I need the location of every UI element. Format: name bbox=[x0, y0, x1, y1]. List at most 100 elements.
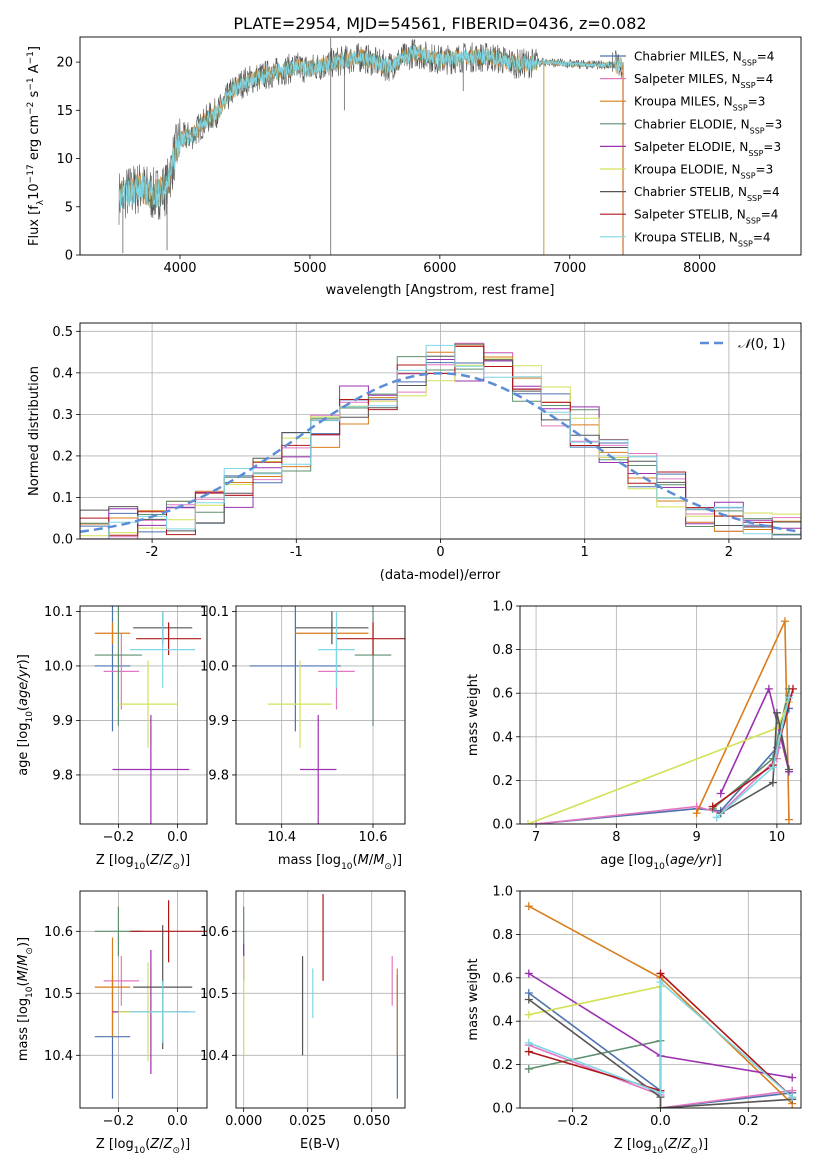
x-tick-label: 9 bbox=[692, 830, 700, 845]
series-marker bbox=[788, 1093, 797, 1102]
spectrum-model-kroupa-stelib bbox=[118, 44, 623, 209]
y-tick-label: 10.4 bbox=[200, 1049, 229, 1064]
legend-label: Chabrier ELODIE, NSSP=3 bbox=[634, 117, 782, 135]
series-marker bbox=[784, 815, 793, 824]
age-vs-Z-plot-area bbox=[94, 606, 202, 824]
series-line bbox=[528, 998, 793, 1108]
legend-label: Chabrier MILES, NSSP=4 bbox=[634, 50, 774, 68]
x-tick-label: 2 bbox=[725, 545, 733, 560]
y-tick-label: 10.5 bbox=[200, 987, 229, 1002]
series-marker bbox=[656, 969, 665, 978]
series-kroupa-stelib bbox=[524, 978, 797, 1102]
spectrum-legend: Chabrier MILES, NSSP=4 Salpeter MILES, NS… bbox=[600, 50, 782, 248]
series-marker bbox=[788, 684, 797, 693]
x-tick-label: 5000 bbox=[293, 261, 326, 276]
y-tick-label: 0.5 bbox=[52, 325, 73, 340]
series-marker bbox=[524, 1010, 533, 1019]
age-vs-mass-frame bbox=[235, 605, 406, 825]
x-tick-label: −0.2 bbox=[103, 1114, 135, 1129]
x-tick-label: 10.6 bbox=[359, 830, 388, 845]
series-marker bbox=[768, 778, 777, 787]
series-marker bbox=[524, 1038, 533, 1047]
series-marker bbox=[656, 1104, 665, 1108]
x-tick-label: 0.2 bbox=[738, 1114, 759, 1129]
x-tick-label: 7 bbox=[532, 830, 540, 845]
spectrum-axes: 4000 5000 6000 7000 8000 0 5 10 15 20 bbox=[56, 56, 716, 276]
mass-weight-vs-age-axes: 7 8 9 10 0.0 0.2 0.4 0.6 0.8 1.0 bbox=[492, 600, 801, 845]
errorbar-kroupa-miles bbox=[94, 937, 131, 1037]
x-tick-label: 8 bbox=[612, 830, 620, 845]
spectrum-x-label: wavelength [Angstrom, rest frame] bbox=[326, 283, 555, 298]
mass-weight-vs-age-y-label: mass weight bbox=[466, 674, 481, 756]
legend-label: Salpeter ELODIE, NSSP=3 bbox=[634, 140, 781, 158]
y-tick-label: 1.0 bbox=[492, 885, 513, 900]
y-tick-label: 9.9 bbox=[208, 714, 229, 729]
series-marker bbox=[524, 995, 533, 1004]
y-tick-label: 0.2 bbox=[492, 1058, 513, 1073]
spectrum-data-line bbox=[118, 38, 623, 225]
errorbar-salpeter-elodie bbox=[299, 715, 337, 824]
series-marker bbox=[524, 820, 533, 824]
errorbar-salpeter-miles bbox=[103, 633, 140, 710]
x-tick-label: -2 bbox=[146, 545, 159, 560]
legend-label: Salpeter MILES, NSSP=4 bbox=[634, 72, 773, 90]
legend-label: Kroupa STELIB, NSSP=4 bbox=[634, 230, 771, 248]
mass-vs-ebv-plot-area bbox=[243, 894, 398, 1099]
series-marker bbox=[784, 693, 793, 702]
age-vs-mass-axes: 10.4 10.6 9.8 9.9 10.0 10.1 bbox=[200, 605, 405, 845]
y-tick-label: 10.5 bbox=[44, 987, 73, 1002]
errorbar-kroupa-stelib bbox=[130, 611, 196, 688]
series-line bbox=[528, 985, 662, 1108]
y-tick-label: 0.1 bbox=[52, 491, 73, 506]
mass-weight-vs-age-plot-area bbox=[524, 617, 797, 824]
x-tick-label: 8000 bbox=[683, 261, 716, 276]
legend-label: Kroupa ELODIE, NSSP=3 bbox=[634, 163, 773, 181]
spectrum-frame bbox=[79, 36, 802, 256]
legend-label: Chabrier STELIB, NSSP=4 bbox=[634, 185, 780, 203]
age-vs-Z-frame bbox=[79, 605, 208, 825]
y-tick-label: 0.4 bbox=[52, 366, 73, 381]
series-marker bbox=[656, 978, 665, 987]
x-tick-label: 4000 bbox=[163, 261, 196, 276]
errorbar-chabrier-miles bbox=[94, 606, 131, 732]
mass-vs-ebv-x-label: E(B-V) bbox=[300, 1137, 340, 1152]
series-marker bbox=[772, 708, 781, 717]
residuals-plot-area bbox=[80, 342, 801, 539]
y-tick-label: 0.3 bbox=[52, 408, 73, 423]
x-tick-label: 0 bbox=[436, 545, 444, 560]
mass-vs-Z-plot-area bbox=[94, 900, 207, 1099]
series-marker bbox=[764, 684, 773, 693]
mass-vs-Z-y-label: mass [log10(M/M⊙)] bbox=[16, 937, 35, 1061]
errorbar-salpeter-elodie bbox=[112, 715, 190, 824]
y-tick-label: 9.8 bbox=[52, 768, 73, 783]
errorbar-kroupa-stelib bbox=[318, 611, 355, 688]
series-kroupa-elodie bbox=[524, 982, 665, 1108]
y-tick-label: 10.6 bbox=[44, 925, 73, 940]
legend-label: Kroupa MILES, NSSP=3 bbox=[634, 95, 765, 113]
y-tick-label: 0 bbox=[65, 249, 73, 264]
errorbar-chabrier-elodie bbox=[354, 606, 392, 726]
x-tick-label: 7000 bbox=[553, 261, 586, 276]
series-line bbox=[720, 712, 790, 814]
spectrum-model-kroupa-miles bbox=[118, 45, 623, 209]
series-marker bbox=[784, 765, 793, 774]
y-tick-label: 9.8 bbox=[208, 768, 229, 783]
gaussian-curve bbox=[80, 372, 801, 533]
residuals-x-label: (data-model)/error bbox=[380, 568, 501, 583]
x-tick-label: 0.0 bbox=[650, 1114, 671, 1129]
errorbar-kroupa-elodie bbox=[267, 660, 332, 748]
y-tick-label: 10.0 bbox=[200, 659, 229, 674]
series-chabrier-stelib bbox=[716, 708, 793, 818]
x-tick-label: 0.050 bbox=[353, 1114, 390, 1129]
y-tick-label: 10.0 bbox=[44, 659, 73, 674]
series-marker bbox=[780, 617, 789, 626]
mass-weight-vs-age-frame bbox=[519, 605, 802, 825]
series-marker bbox=[524, 902, 533, 911]
errorbar-salpeter-stelib bbox=[336, 622, 405, 656]
x-tick-label: 10.4 bbox=[267, 830, 296, 845]
mass-weight-vs-Z-plot-area bbox=[524, 902, 797, 1108]
age-vs-mass-plot-area bbox=[249, 606, 405, 824]
errorbar-chabrier-stelib bbox=[295, 611, 369, 645]
series-marker bbox=[716, 789, 725, 798]
